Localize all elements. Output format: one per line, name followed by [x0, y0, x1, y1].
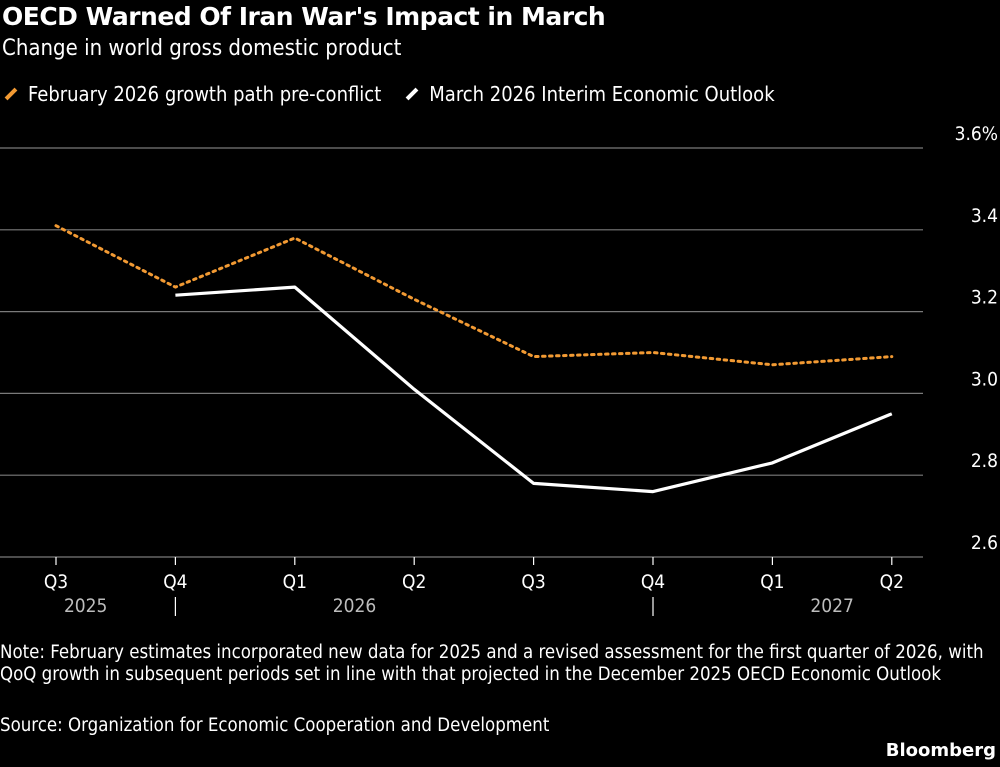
x-tick-label: Q1	[283, 571, 307, 593]
legend-label-february: February 2026 growth path pre-conflict	[28, 82, 382, 106]
chart-source: Source: Organization for Economic Cooper…	[0, 715, 550, 736]
x-tick-label: Q1	[760, 571, 784, 593]
y-tick-label: 3.4	[971, 205, 998, 227]
chart-title: OECD Warned Of Iran War's Impact in Marc…	[2, 2, 606, 31]
series-lines	[54, 224, 894, 494]
x-year-label: 2026	[333, 595, 377, 617]
x-tick-label: Q3	[44, 571, 68, 593]
chart-note: Note: February estimates incorporated ne…	[0, 642, 984, 685]
series-line-march	[175, 285, 893, 494]
x-tick-label: Q2	[880, 571, 904, 593]
chart-legend: February 2026 growth path pre-conflict M…	[2, 82, 797, 106]
x-year-label: 2025	[64, 595, 108, 617]
line-chart: 2.6 2.8 3.0 3.2 3.4 3.6% Q3 Q4 Q1 Q2 Q3 Q4 Q1 Q2 2025…	[0, 123, 998, 617]
chart-subtitle: Change in world gross domestic product	[2, 36, 402, 61]
legend-item-march: March 2026 Interim Economic Outlook	[403, 82, 775, 106]
x-tick-label: Q4	[163, 571, 187, 593]
x-year-label: 2027	[810, 595, 854, 617]
y-tick-label: 2.6	[971, 532, 998, 554]
x-axis-tick-labels: Q3 Q4 Q1 Q2 Q3 Q4 Q1 Q2 2025 2026 2027	[44, 557, 904, 617]
gridlines	[0, 147, 923, 558]
bloomberg-logo: Bloomberg	[885, 740, 996, 761]
y-axis-tick-labels: 2.6 2.8 3.0 3.2 3.4 3.6%	[955, 123, 998, 554]
x-tick-label: Q3	[521, 571, 545, 593]
x-tick-label: Q4	[641, 571, 665, 593]
series-line-february	[54, 224, 894, 367]
legend-label-march: March 2026 Interim Economic Outlook	[429, 82, 775, 106]
y-tick-label: 2.8	[971, 450, 998, 472]
legend-item-february: February 2026 growth path pre-conflict	[2, 82, 381, 106]
y-tick-label: 3.6%	[955, 123, 998, 145]
x-tick-label: Q2	[402, 571, 426, 593]
y-tick-label: 3.0	[971, 368, 998, 390]
y-tick-label: 3.2	[971, 287, 998, 309]
